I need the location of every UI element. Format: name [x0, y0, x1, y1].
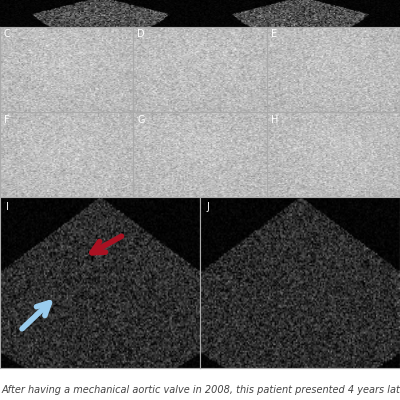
- Text: C: C: [4, 29, 11, 39]
- Text: G: G: [137, 114, 145, 124]
- Text: F: F: [4, 114, 10, 124]
- Text: D: D: [137, 29, 145, 39]
- Text: E: E: [271, 29, 277, 39]
- Text: I: I: [6, 202, 9, 212]
- Text: J: J: [206, 202, 209, 212]
- Text: H: H: [271, 114, 278, 124]
- Text: After having a mechanical aortic valve in 2008, this patient presented 4 years l: After having a mechanical aortic valve i…: [2, 385, 400, 395]
